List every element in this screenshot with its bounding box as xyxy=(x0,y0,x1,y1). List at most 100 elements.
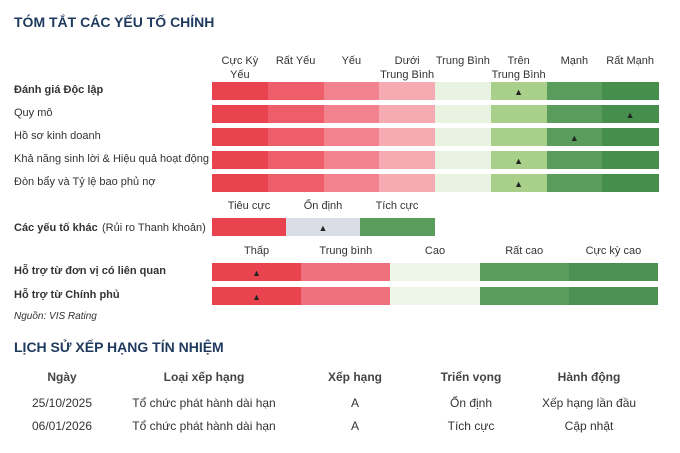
scale-cell xyxy=(301,287,391,305)
scale-cell xyxy=(360,218,435,236)
row-note: (Rủi ro Thanh khoản) xyxy=(102,222,206,234)
table-cell: Cập nhật xyxy=(564,419,614,433)
scale-cell xyxy=(212,82,269,100)
scale-cell xyxy=(323,105,380,123)
scale-cell xyxy=(490,82,547,100)
table-cell: 06/01/2026 xyxy=(31,419,93,433)
column-label: Dưới xyxy=(394,55,420,67)
row-label: Hỗ trợ từ Chính phủ xyxy=(14,289,120,301)
scale-cell xyxy=(602,105,659,123)
scale-cell xyxy=(435,128,492,146)
marker: ▲ xyxy=(625,110,635,120)
column-label: Trên xyxy=(507,55,530,67)
section-title: LỊCH SỬ XẾP HẠNG TÍN NHIỆM xyxy=(14,339,224,355)
row-label: Các yếu tố khác xyxy=(14,222,98,234)
scale-cell xyxy=(212,128,269,146)
scale-cell xyxy=(212,151,269,169)
scale-cell xyxy=(212,263,302,281)
scale-cell xyxy=(267,128,324,146)
column-label: Rất Yếu xyxy=(275,55,316,67)
column-label: Rất cao xyxy=(505,245,544,257)
scale-cell xyxy=(267,151,324,169)
scale-cell xyxy=(546,128,603,146)
scale-cell xyxy=(212,174,269,192)
scale-cell xyxy=(546,151,603,169)
scale-cell xyxy=(323,128,380,146)
column-label: Cao xyxy=(424,245,446,257)
scale-cell xyxy=(323,151,380,169)
scale-cell xyxy=(546,82,603,100)
column-label: Cực kỳ cao xyxy=(585,245,642,257)
column-label: Mạnh xyxy=(560,55,589,67)
scale-cell xyxy=(379,151,436,169)
row-label: Hồ sơ kinh doanh xyxy=(14,130,101,142)
scale-cell xyxy=(602,128,659,146)
scale-cell xyxy=(490,151,547,169)
table-header: Xếp hạng xyxy=(327,370,383,384)
column-label: Trung bình xyxy=(319,245,373,257)
scale-cell xyxy=(286,218,361,236)
scale-cell xyxy=(568,287,659,305)
table-header: Loại xếp hạng xyxy=(163,370,245,384)
row-label: Đòn bẩy và Tỷ lệ bao phủ nợ xyxy=(14,176,156,188)
table-cell: Tổ chức phát hành dài hạn xyxy=(132,419,276,433)
scale-cell xyxy=(568,263,659,281)
row-label: Hỗ trợ từ đơn vị có liên quan xyxy=(14,265,166,277)
marker: ▲ xyxy=(514,179,524,189)
column-label: Cực Kỳ xyxy=(221,55,259,67)
column-label: Tiêu cực xyxy=(227,200,271,212)
column-label: Tích cực xyxy=(375,200,419,212)
table-cell: A xyxy=(350,419,360,433)
marker: ▲ xyxy=(514,87,524,97)
scale-cell xyxy=(435,105,492,123)
column-label: Yếu xyxy=(341,55,362,67)
scale-cell xyxy=(435,151,492,169)
scale-cell xyxy=(379,82,436,100)
scale-cell xyxy=(379,105,436,123)
marker: ▲ xyxy=(569,133,579,143)
marker: ▲ xyxy=(514,156,524,166)
scale-cell xyxy=(379,128,436,146)
column-label: Trung Bình xyxy=(491,69,546,81)
scale-cell xyxy=(479,263,570,281)
source: Nguồn: VIS Rating xyxy=(14,311,97,322)
table-cell: A xyxy=(350,396,360,410)
marker: ▲ xyxy=(252,292,262,302)
scale-cell xyxy=(546,174,603,192)
scale-cell xyxy=(323,174,380,192)
row-label: Đánh giá Độc lập xyxy=(14,84,104,96)
scale-cell xyxy=(490,105,547,123)
scale-cell xyxy=(212,105,269,123)
scale-cell xyxy=(390,263,481,281)
marker: ▲ xyxy=(318,223,328,233)
scale-cell xyxy=(212,218,287,236)
column-label: Trung Bình xyxy=(435,55,490,67)
table-header: Ngày xyxy=(47,370,77,384)
row-label: Quy mô xyxy=(14,107,53,119)
scale-cell xyxy=(323,82,380,100)
scale-cell xyxy=(602,82,659,100)
row-label: Khả năng sinh lời & Hiệu quả hoạt động xyxy=(14,153,209,165)
scale-cell xyxy=(267,105,324,123)
table-cell: Xếp hạng lần đầu xyxy=(541,396,637,410)
scale-cell xyxy=(602,174,659,192)
column-label: Yếu xyxy=(230,69,250,81)
scale-cell xyxy=(379,174,436,192)
scale-cell xyxy=(435,174,492,192)
scale-cell xyxy=(602,151,659,169)
column-label: Thấp xyxy=(244,245,270,257)
column-label: Rất Mạnh xyxy=(606,55,654,67)
column-label: Ổn định xyxy=(303,200,343,212)
scale-cell xyxy=(546,105,603,123)
scale-cell xyxy=(390,287,481,305)
marker: ▲ xyxy=(252,268,262,278)
table-cell: Tổ chức phát hành dài hạn xyxy=(132,396,276,410)
table-cell: Tích cực xyxy=(447,419,495,433)
scale-cell xyxy=(267,82,324,100)
section-title: TÓM TẮT CÁC YẾU TỐ CHÍNH xyxy=(14,14,215,30)
scale-cell xyxy=(267,174,324,192)
scale-cell xyxy=(435,82,492,100)
table-cell: 25/10/2025 xyxy=(31,396,93,410)
table-header: Hành động xyxy=(557,370,621,384)
